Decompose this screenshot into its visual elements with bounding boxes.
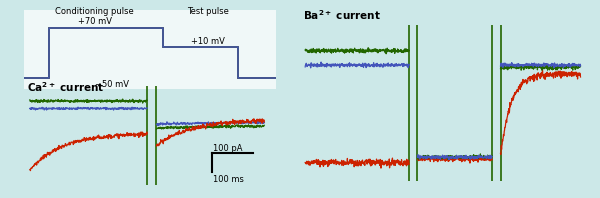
Text: +10 mV: +10 mV bbox=[191, 37, 225, 46]
Text: +70 mV: +70 mV bbox=[77, 17, 112, 26]
Text: Conditioning pulse: Conditioning pulse bbox=[55, 7, 134, 16]
Text: $\mathbf{Ba^{2+}}$ current: $\mathbf{Ba^{2+}}$ current bbox=[303, 8, 381, 22]
Text: Test pulse: Test pulse bbox=[187, 7, 229, 16]
Text: −50 mV: −50 mV bbox=[95, 80, 128, 89]
Text: $\mathbf{Ca^{2+}}$ current: $\mathbf{Ca^{2+}}$ current bbox=[26, 80, 104, 94]
Text: 100 ms: 100 ms bbox=[213, 175, 244, 184]
Text: 100 pA: 100 pA bbox=[213, 144, 243, 153]
